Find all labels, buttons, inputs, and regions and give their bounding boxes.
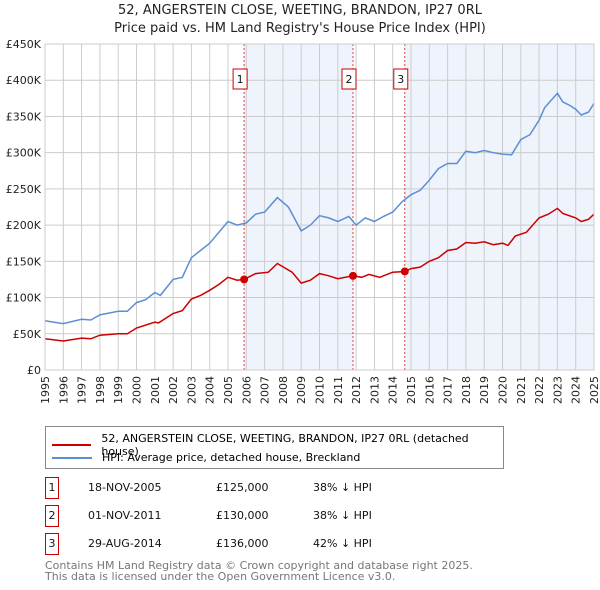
- legend-item-property: 52, ANGERSTEIN CLOSE, WEETING, BRANDON, …: [52, 432, 503, 458]
- x-tick-label: 2019: [478, 376, 491, 404]
- x-tick-label: 1996: [57, 376, 70, 404]
- shaded-region: [244, 44, 353, 370]
- sale-price: £125,000: [216, 481, 269, 494]
- x-tick-label: 1995: [39, 376, 52, 404]
- legend-swatch-blue: [52, 456, 92, 459]
- footer: Contains HM Land Registry data © Crown c…: [45, 560, 473, 582]
- x-tick-label: 1999: [112, 376, 125, 404]
- x-tick-label: 2000: [131, 376, 144, 404]
- x-tick-label: 2010: [314, 376, 327, 404]
- x-tick-label: 2009: [295, 376, 308, 404]
- sale-label-box: [232, 68, 248, 90]
- x-tick-label: 2011: [332, 376, 345, 404]
- y-tick-label: £200K: [6, 219, 42, 232]
- x-tick-label: 2016: [423, 376, 436, 404]
- x-tick-label: 2023: [551, 376, 564, 404]
- sale-number-badge: 2: [45, 505, 59, 527]
- x-tick-label: 2001: [149, 376, 162, 404]
- x-tick-label: 2021: [515, 376, 528, 404]
- x-tick-label: 2013: [368, 376, 381, 404]
- x-tick-label: 2004: [204, 376, 217, 404]
- sale-number-badge: 1: [45, 477, 59, 499]
- y-tick-label: £350K: [6, 110, 42, 123]
- x-tick-label: 2025: [588, 376, 600, 404]
- sale-date: 29-AUG-2014: [88, 537, 162, 550]
- sale-hpi-diff: 38% ↓ HPI: [313, 509, 372, 522]
- x-tick-label: 1997: [76, 376, 89, 404]
- legend-label: HPI: Average price, detached house, Brec…: [102, 451, 361, 464]
- footer-copyright: Contains HM Land Registry data © Crown c…: [45, 559, 473, 572]
- sale-date: 18-NOV-2005: [88, 481, 162, 494]
- sale-date: 01-NOV-2011: [88, 509, 162, 522]
- sale-label-box: [341, 68, 357, 90]
- x-tick-label: 2020: [497, 376, 510, 404]
- sale-label-number: 1: [237, 73, 244, 86]
- x-tick-label: 2003: [185, 376, 198, 404]
- y-tick-label: £250K: [6, 183, 42, 196]
- y-tick-label: £400K: [6, 74, 42, 87]
- legend: 52, ANGERSTEIN CLOSE, WEETING, BRANDON, …: [45, 426, 504, 469]
- sale-label-number: 3: [397, 73, 404, 86]
- y-tick-label: £150K: [6, 255, 42, 268]
- price-chart: 1995 1996 1997 1998 1999 2000 2001 2002 2003 2004…: [6, 38, 600, 404]
- x-tick-label: 1998: [94, 376, 107, 404]
- sale-label-number: 2: [345, 73, 352, 86]
- sale-price: £130,000: [216, 509, 269, 522]
- x-tick-label: 2015: [405, 376, 418, 404]
- legend-swatch-red: [52, 444, 92, 446]
- legend-item-hpi: HPI: Average price, detached house, Brec…: [52, 451, 360, 464]
- x-tick-label: 2005: [222, 376, 235, 404]
- sale-hpi-diff: 38% ↓ HPI: [313, 481, 372, 494]
- y-tick-label: £50K: [13, 328, 42, 341]
- x-tick-label: 2002: [167, 376, 180, 404]
- x-tick-label: 2014: [387, 376, 400, 404]
- series-line: [44, 92, 595, 325]
- sale-hpi-diff: 42% ↓ HPI: [313, 537, 372, 550]
- x-tick-label: 2006: [240, 376, 253, 404]
- sale-number-badge: 3: [45, 533, 59, 555]
- x-tick-label: 2017: [442, 376, 455, 404]
- x-tick-label: 2022: [533, 376, 546, 404]
- x-tick-label: 2024: [570, 376, 583, 404]
- sale-point: [240, 275, 249, 284]
- plot-border: [44, 43, 595, 371]
- y-tick-label: £0: [27, 364, 41, 377]
- y-tick-label: £450K: [6, 38, 42, 51]
- sale-price: £136,000: [216, 537, 269, 550]
- sale-label-box: [393, 68, 409, 90]
- shaded-region: [404, 44, 594, 370]
- x-tick-label: 2018: [460, 376, 473, 404]
- sale-point: [400, 267, 409, 276]
- x-tick-label: 2012: [350, 376, 363, 404]
- sale-point: [348, 271, 357, 280]
- series-line: [44, 207, 595, 342]
- chart-subtitle: Price paid vs. HM Land Registry's House …: [114, 21, 486, 36]
- chart-title: 52, ANGERSTEIN CLOSE, WEETING, BRANDON, …: [118, 3, 482, 18]
- footer-licence: This data is licensed under the Open Gov…: [45, 570, 396, 583]
- y-tick-label: £300K: [6, 147, 42, 160]
- y-tick-label: £100K: [6, 292, 42, 305]
- legend-label: 52, ANGERSTEIN CLOSE, WEETING, BRANDON, …: [101, 432, 469, 458]
- x-tick-label: 2007: [259, 376, 272, 404]
- x-tick-label: 2008: [277, 376, 290, 404]
